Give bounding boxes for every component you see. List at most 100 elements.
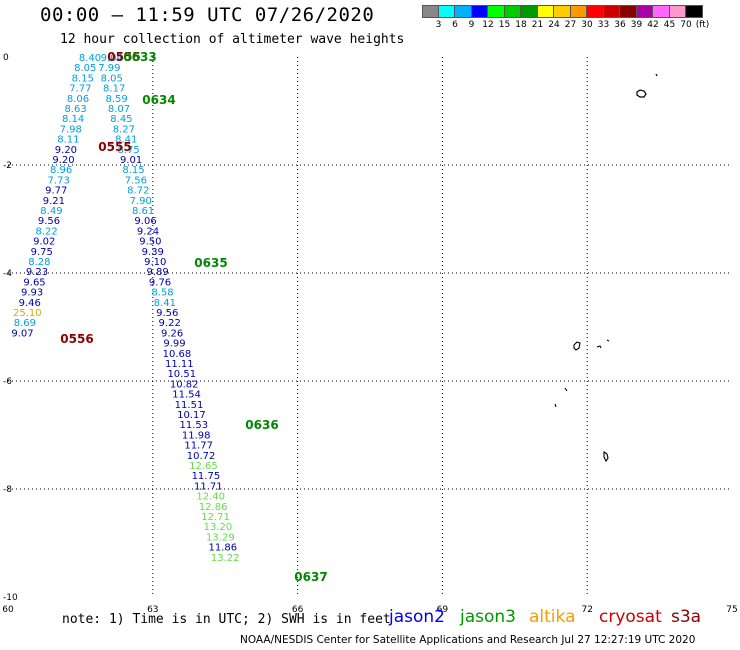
legend-swatch [669,5,686,18]
wave-height-value: 9.56 [156,308,178,319]
wave-height-value: 9.93 [21,288,43,299]
wave-height-value: 8.28 [28,257,50,268]
wave-height-value: 12.71 [201,512,230,523]
legend-label: 33 [597,20,610,30]
wave-height-value: 9.20 [52,155,74,166]
wave-height-value: 8.27 [113,124,135,135]
wave-height-value: 8.15 [72,73,94,84]
wave-height-value: 11.75 [192,471,221,482]
wave-height-value: 11.54 [172,390,201,401]
legend-swatch [537,5,554,18]
legend-swatch [653,5,670,18]
x-tick-label: 63 [147,605,158,615]
island-outline [636,89,647,98]
wave-height-value: 7.99 [98,63,120,74]
wave-height-value: 9.75 [31,247,53,258]
wave-height-value: 9.10 [144,257,166,268]
wave-height-value: 8.14 [62,114,84,125]
wave-height-value: 10.17 [177,410,206,421]
legend-swatch [587,5,604,18]
wave-height-value: 8.17 [103,84,125,95]
wave-height-value: 11.98 [182,430,211,441]
legend-label: (ft) [695,20,710,30]
wave-height-value: 12.65 [189,461,218,472]
wave-height-value: 9.46 [19,298,41,309]
legend-label: 27 [564,20,577,30]
legend-label: 21 [531,20,544,30]
wave-height-value: 8.40 [79,53,101,64]
legend-label: 6 [452,20,458,30]
wave-height-value: 9.24 [137,226,159,237]
y-tick-label: 0 [3,53,9,63]
wave-height-value: 8.45 [110,114,132,125]
pass-time-label: 0636 [245,418,278,432]
wave-height-value: 8.72 [127,186,149,197]
pass-time-label: 0555 [98,140,131,154]
satellite-jason2: jason2 [389,607,445,627]
wave-height-value: 7.73 [48,175,70,186]
wave-height-value: 10.82 [170,379,199,390]
wave-height-value: 9.26 [161,328,183,339]
color-scale-labels: 3 6 9 12 15 18 21 24 27 30 33 36 39 42 45 70 (ft) [422,20,740,32]
legend-label: 3 [435,20,442,30]
wave-height-value: 9.39 [142,247,164,258]
wave-height-value: 9.21 [43,196,65,207]
wave-height-value: 7.98 [60,124,82,135]
legend-label: 12 [482,20,494,30]
island-outline [573,341,581,351]
pass-time-label: 0635 [194,256,227,270]
pass-time-label: 0555 [107,50,140,64]
x-tick-label: 72 [581,605,592,615]
wave-height-value: 8.22 [35,226,57,237]
wave-height-value: 9.02 [33,237,55,248]
legend-label: 18 [515,20,527,30]
color-scale-legend [422,5,703,18]
chart-subtitle: 12 hour collection of altimeter wave hei… [60,32,405,47]
wave-height-value: 10.72 [187,451,216,462]
legend-swatch [620,5,637,18]
wave-height-value: 9.01 [120,155,142,166]
wave-height-value: 8.06 [67,94,89,105]
legend-label: 39 [630,20,643,30]
wave-height-value: 8.15 [122,165,144,176]
grid-lines [8,57,732,597]
legend-label: 9 [468,20,475,30]
wave-height-value: 8.41 [154,298,176,309]
legend-label: 42 [647,20,659,30]
wave-height-value: 12.86 [199,502,228,513]
wave-height-value: 8.96 [50,165,72,176]
wave-height-value: 8.61 [132,206,154,217]
wave-height-value: 11.77 [184,441,213,452]
wave-height-value: 9.89 [146,267,168,278]
wave-height-value: 9.04 [101,53,123,64]
wave-height-value: 9.77 [45,186,67,197]
wave-height-value: 9.22 [159,318,181,329]
wave-height-value: 25.10 [13,308,42,319]
wave-height-value: 11.71 [194,481,223,492]
legend-label: 36 [614,20,626,30]
wave-height-value: 8.05 [74,63,96,74]
y-tick-label: -6 [3,377,12,387]
legend-swatch [438,5,455,18]
wave-height-value: 7.90 [130,196,152,207]
legend-label: 45 [663,20,676,30]
wave-height-value: 12.40 [196,492,225,503]
wave-height-value: 13.20 [204,522,233,533]
chart-title: 00:00 – 11:59 UTC 07/26/2020 [40,4,375,26]
legend-swatch [504,5,521,18]
y-tick-label: -2 [3,161,12,171]
wave-height-value: 13.22 [211,553,240,564]
wave-height-value: 9.20 [55,145,77,156]
wave-height-value: 10.51 [167,369,196,380]
satellite-cryosat: cryosat [599,607,662,627]
wave-height-value: 9.99 [163,339,185,350]
legend-swatch [636,5,653,18]
legend-swatch [488,5,505,18]
pass-time-label: 0556 [60,332,93,346]
island-outline [554,387,568,408]
wave-height-value: 8.75 [118,145,140,156]
wave-height-value: 7.77 [69,84,91,95]
axis-labels: 60 63 66 69 72 75 0 -2 -4 -6 -8 -10 [2,53,737,615]
wave-height-value: 9.76 [149,277,171,288]
